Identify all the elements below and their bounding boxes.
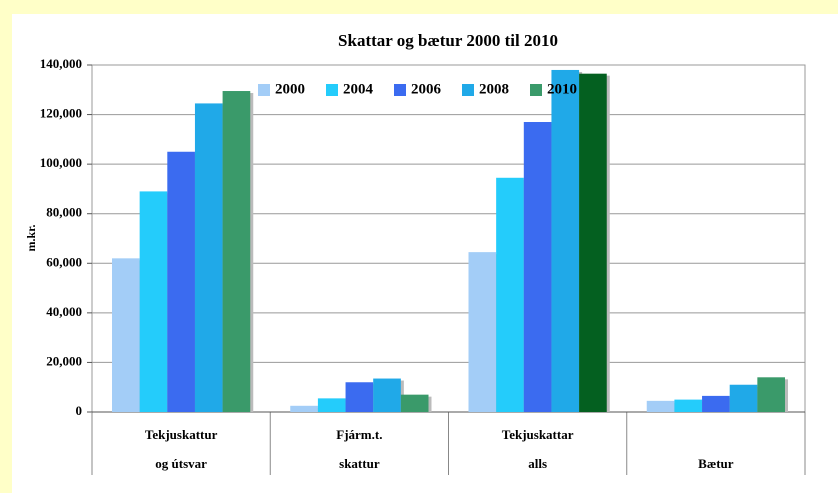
bar xyxy=(194,103,223,413)
y-tick-label: 120,000 xyxy=(40,106,82,121)
bar xyxy=(579,73,607,413)
bar xyxy=(112,258,140,412)
x-tick-label: Fjárm.t. xyxy=(336,427,382,442)
bar xyxy=(674,399,703,412)
bar xyxy=(496,177,524,412)
x-tick-label: Tekjuskattur xyxy=(145,427,218,442)
bar xyxy=(646,400,675,412)
bar xyxy=(702,395,730,412)
y-tick-label: 140,000 xyxy=(40,56,82,71)
bar xyxy=(523,122,552,412)
y-tick-label: 20,000 xyxy=(46,353,82,368)
bar xyxy=(468,252,497,412)
bar xyxy=(373,378,401,412)
legend-swatch xyxy=(394,84,406,96)
x-tick-label: alls xyxy=(528,456,547,471)
x-tick-label: Tekjuskattar xyxy=(502,427,574,442)
bar xyxy=(551,69,580,412)
legend-label: 2000 xyxy=(275,81,305,97)
x-tick-label: og útsvar xyxy=(155,456,207,471)
bar xyxy=(317,398,346,412)
legend-label: 2004 xyxy=(343,81,374,97)
y-tick-label: 60,000 xyxy=(46,254,82,269)
bar xyxy=(757,377,785,412)
legend-swatch xyxy=(326,84,338,96)
y-tick-label: 40,000 xyxy=(46,304,82,319)
y-axis-label: m.kr. xyxy=(24,225,38,252)
bar xyxy=(167,151,195,412)
bar xyxy=(400,394,429,412)
x-tick-label: skattur xyxy=(339,456,380,471)
chart-title: Skattar og bætur 2000 til 2010 xyxy=(338,31,558,50)
legend-label: 2008 xyxy=(479,81,509,97)
bar xyxy=(345,382,374,412)
legend-swatch xyxy=(462,84,474,96)
bar xyxy=(222,91,251,413)
bar xyxy=(139,191,168,412)
bar xyxy=(729,384,758,412)
y-tick-label: 0 xyxy=(76,403,83,418)
y-tick-label: 80,000 xyxy=(46,205,82,220)
legend-label: 2010 xyxy=(547,81,577,97)
legend-label: 2006 xyxy=(411,81,442,97)
legend-swatch xyxy=(530,84,542,96)
legend-swatch xyxy=(258,84,270,96)
bar xyxy=(290,405,318,412)
x-tick-label: Bætur xyxy=(698,456,734,471)
y-tick-label: 100,000 xyxy=(40,155,82,170)
